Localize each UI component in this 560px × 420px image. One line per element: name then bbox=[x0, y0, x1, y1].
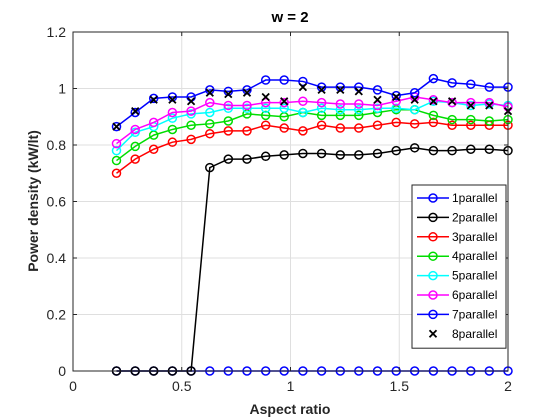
y-tick-label: 0.4 bbox=[47, 250, 67, 266]
legend-label-4parallel: 4parallel bbox=[452, 249, 497, 263]
x-tick-label: 1 bbox=[287, 378, 295, 394]
x-tick-label: 1.5 bbox=[390, 378, 410, 394]
legend-label-7parallel: 7parallel bbox=[452, 307, 497, 321]
x-tick-label: 0 bbox=[69, 378, 77, 394]
legend-label-6parallel: 6parallel bbox=[452, 288, 497, 302]
chart-title: w = 2 bbox=[270, 9, 308, 26]
legend: 1parallel 2parallel 3parallel 4parallel 5par… bbox=[412, 185, 506, 348]
y-tick-label: 0.6 bbox=[47, 194, 67, 210]
legend-label-5parallel: 5parallel bbox=[452, 269, 497, 283]
y-axis-title: Power density (kW/lt) bbox=[25, 130, 41, 272]
legend-label-2parallel: 2parallel bbox=[452, 210, 497, 224]
y-tick-label: 1.2 bbox=[47, 24, 67, 40]
y-tick-label: 0 bbox=[58, 363, 66, 379]
x-tick-label: 2 bbox=[504, 378, 512, 394]
legend-label-3parallel: 3parallel bbox=[452, 230, 497, 244]
legend-label-8parallel: 8parallel bbox=[452, 327, 497, 341]
x-axis-title: Aspect ratio bbox=[250, 401, 331, 417]
x-tick-label: 0.5 bbox=[172, 378, 192, 394]
y-tick-label: 1 bbox=[58, 81, 66, 97]
y-tick-label: 0.8 bbox=[47, 137, 67, 153]
legend-label-1parallel: 1parallel bbox=[452, 191, 497, 205]
y-tick-label: 0.2 bbox=[47, 307, 67, 323]
